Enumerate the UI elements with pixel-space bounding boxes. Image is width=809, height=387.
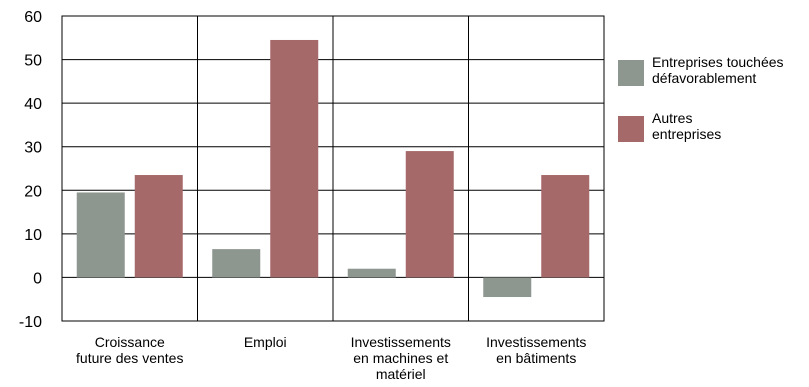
- bar: [483, 277, 532, 298]
- bar: [134, 175, 183, 278]
- bar: [405, 151, 454, 278]
- legend-item-entreprises-touchees: Entreprises touchées défavorablement: [618, 54, 809, 106]
- bar: [541, 175, 590, 278]
- y-tick-label: 20: [24, 183, 42, 200]
- legend: Entreprises touchées défavorablement Aut…: [618, 54, 809, 166]
- category-label: Croissance future des ventes: [76, 334, 183, 366]
- bar: [270, 39, 319, 278]
- y-tick-label: 30: [24, 140, 42, 157]
- bar: [76, 192, 125, 278]
- y-tick-label: 10: [24, 227, 42, 244]
- legend-swatch-grey: [618, 60, 644, 86]
- legend-item-autres-entreprises: Autres entreprises: [618, 110, 809, 162]
- y-tick-label: 60: [24, 9, 42, 26]
- y-tick-label: 50: [24, 53, 42, 70]
- category-label: Emploi: [244, 334, 287, 350]
- category-label: Investissements en bâtiments: [486, 334, 586, 366]
- y-tick-label: 0: [33, 270, 42, 287]
- legend-label: Autres entreprises: [652, 110, 722, 142]
- plot-frame: [61, 15, 605, 322]
- bar: [212, 249, 261, 278]
- legend-swatch-red: [618, 116, 644, 142]
- category-label: Investissements en machines et matériel: [351, 334, 451, 382]
- bar: [347, 268, 396, 278]
- y-tick-label: -10: [19, 314, 42, 331]
- legend-label: Entreprises touchées défavorablement: [652, 54, 784, 86]
- y-tick-label: 40: [24, 96, 42, 113]
